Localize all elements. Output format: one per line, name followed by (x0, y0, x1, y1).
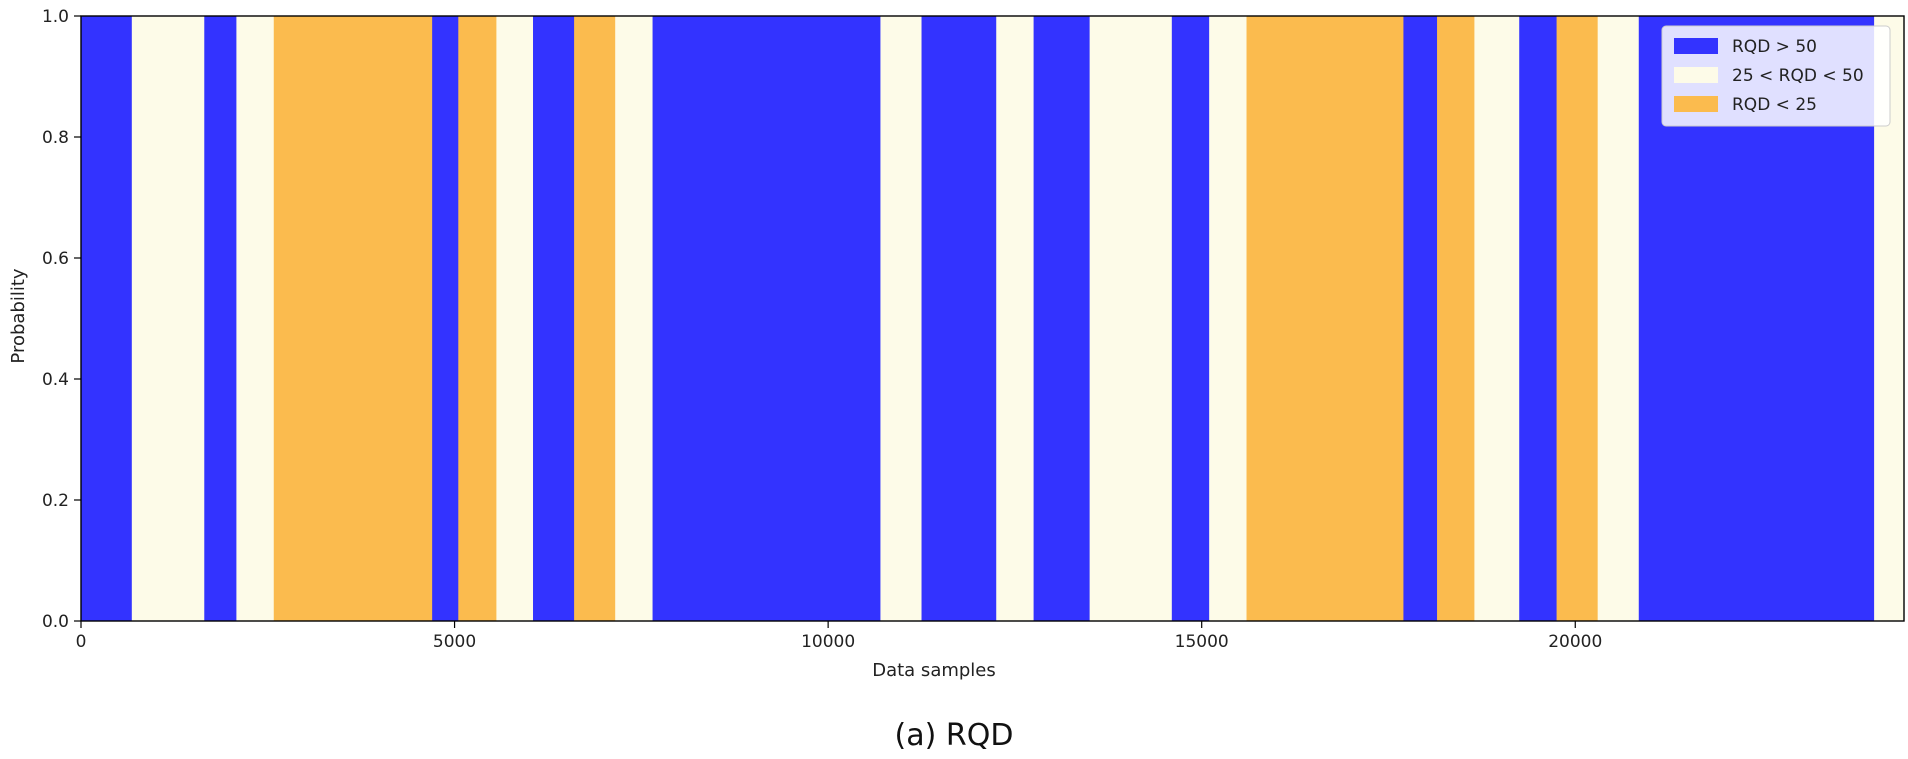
y-axis-title: Probability (8, 268, 29, 363)
segment-3 (236, 16, 275, 621)
legend-label: RQD < 25 (1732, 95, 1817, 115)
x-tick-label: 15000 (1175, 632, 1229, 652)
legend-swatch (1674, 96, 1718, 112)
segment-16 (1089, 16, 1173, 621)
y-tick-label: 0.4 (42, 370, 69, 390)
legend-box (1661, 25, 1891, 127)
x-tick-label: 20000 (1548, 632, 1602, 652)
segment-21 (1437, 16, 1475, 621)
x-tick-label: 10000 (801, 632, 855, 652)
segment-4 (273, 16, 433, 621)
segment-12 (880, 16, 923, 621)
legend: RQD > 50 25 < RQD < 50 RQD < 25 (1661, 25, 1891, 127)
legend-swatch (1674, 67, 1718, 83)
segment-15 (1033, 16, 1091, 621)
segment-0 (81, 16, 133, 621)
segment-11 (652, 16, 882, 621)
segment-7 (496, 16, 534, 621)
segment-1 (131, 16, 205, 621)
probability-segments (81, 16, 1905, 621)
x-axis-title: Data samples (872, 660, 996, 681)
y-tick-label: 0.0 (42, 612, 69, 632)
segment-13 (921, 16, 997, 621)
x-tick-label: 5000 (433, 632, 476, 652)
segment-24 (1556, 16, 1599, 621)
y-tick-label: 0.2 (42, 491, 69, 511)
y-tick-label: 0.8 (42, 128, 69, 148)
plot-frame (80, 15, 1905, 622)
x-tick-label: 0 (76, 632, 87, 652)
segment-25 (1597, 16, 1640, 621)
legend-swatch (1674, 38, 1718, 54)
segment-14 (996, 16, 1035, 621)
segment-10 (615, 16, 654, 621)
y-tick-label: 0.6 (42, 249, 69, 269)
segment-22 (1474, 16, 1520, 621)
segment-9 (574, 16, 616, 621)
axes: 0 5000 10000 15000 20000 0.0 0.2 0.4 0.6 0.8 1.0 (42, 7, 1905, 652)
segment-2 (204, 16, 238, 621)
segment-17 (1171, 16, 1210, 621)
y-tick-label: 1.0 (42, 7, 69, 27)
segment-23 (1519, 16, 1558, 621)
figure-caption: (a) RQD (895, 718, 1014, 753)
segment-5 (432, 16, 459, 621)
legend-label: 25 < RQD < 50 (1732, 66, 1864, 86)
segment-19 (1246, 16, 1405, 621)
segment-20 (1403, 16, 1438, 621)
segment-8 (533, 16, 575, 621)
segment-6 (458, 16, 498, 621)
legend-label: RQD > 50 (1732, 37, 1817, 57)
segment-18 (1209, 16, 1248, 621)
